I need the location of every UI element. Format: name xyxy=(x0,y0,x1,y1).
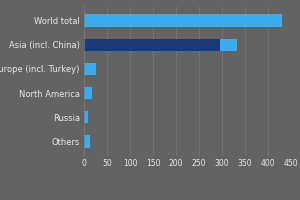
Bar xyxy=(84,39,220,51)
Bar xyxy=(220,39,237,51)
Bar xyxy=(84,63,95,75)
Bar xyxy=(84,87,92,99)
Bar xyxy=(84,14,282,27)
Bar xyxy=(84,135,90,148)
Bar xyxy=(84,111,88,123)
